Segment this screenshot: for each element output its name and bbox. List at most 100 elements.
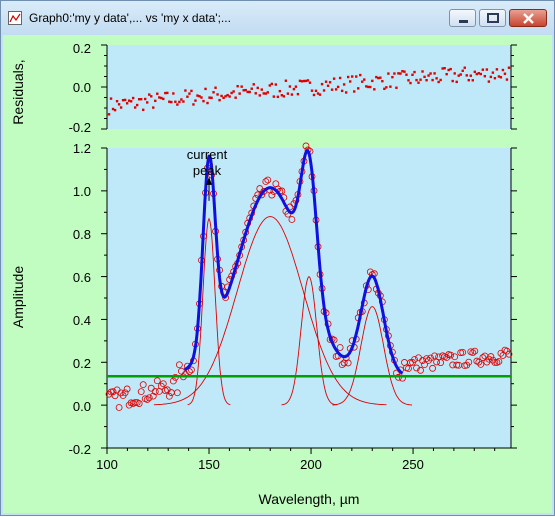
residual-point — [369, 85, 372, 89]
residual-point — [314, 89, 318, 93]
residual-point — [473, 70, 476, 74]
data-point — [115, 404, 123, 411]
data-point — [429, 364, 436, 372]
graph-svg[interactable]: 0.2 0.0 -0.2 Residuals, 1.2 1.0 0.8 0.6 … — [3, 35, 552, 513]
amplitude-axis-label: Amplitude — [10, 266, 26, 328]
residual-point — [172, 92, 175, 95]
residuals-tick-label: 0.2 — [73, 41, 91, 56]
residual-point — [334, 88, 338, 91]
residual-point — [330, 88, 334, 91]
residual-point — [499, 76, 503, 79]
residual-point — [463, 66, 466, 69]
residual-point — [437, 80, 440, 84]
data-point — [427, 354, 434, 362]
graph-window-icon — [8, 11, 22, 25]
data-point — [417, 366, 424, 374]
residual-point — [377, 76, 380, 80]
data-point — [465, 358, 473, 366]
amplitude-tick-label: 1.2 — [73, 141, 91, 156]
annotation-label-line2[interactable]: peak — [193, 163, 222, 178]
residual-point — [244, 88, 247, 92]
residual-point — [487, 80, 491, 83]
data-point — [447, 351, 455, 359]
residual-point — [455, 80, 458, 84]
residual-point — [340, 89, 344, 93]
residual-point — [395, 86, 398, 89]
residuals-tick-label: -0.2 — [69, 120, 91, 135]
maximize-button[interactable] — [479, 9, 506, 27]
residual-point — [162, 97, 165, 101]
graph-area[interactable]: 0.2 0.0 -0.2 Residuals, 1.2 1.0 0.8 0.6 … — [3, 35, 552, 513]
residual-point — [160, 96, 163, 100]
residual-point — [200, 96, 203, 99]
data-point — [268, 191, 276, 199]
minimize-icon — [459, 20, 468, 23]
residual-point — [298, 79, 302, 83]
residual-point — [401, 69, 404, 73]
data-point — [278, 187, 286, 195]
residual-point — [272, 95, 276, 98]
residual-point — [425, 79, 428, 82]
amplitude-tick-label: 0.4 — [73, 313, 91, 328]
data-point — [411, 356, 418, 363]
data-point — [149, 392, 157, 400]
residual-point — [262, 92, 265, 95]
residual-point — [294, 85, 298, 88]
data-point — [131, 399, 139, 406]
amplitude-tick-label: 0.8 — [73, 227, 91, 242]
residual-point — [192, 103, 195, 106]
residual-point — [210, 96, 213, 100]
data-point — [336, 344, 344, 351]
residual-point — [415, 78, 418, 82]
data-point — [159, 380, 167, 388]
residual-point — [495, 68, 499, 71]
data-point — [405, 365, 412, 372]
residual-point — [338, 76, 342, 80]
residual-point — [479, 72, 483, 76]
residual-point — [208, 96, 211, 99]
residual-point — [282, 95, 286, 98]
residual-point — [373, 88, 376, 91]
residual-point — [429, 72, 432, 75]
annotation-label-line1[interactable]: current — [187, 147, 228, 162]
minimize-button[interactable] — [449, 9, 476, 27]
residual-point — [355, 75, 358, 78]
residual-point — [439, 78, 442, 82]
residual-point — [274, 83, 278, 86]
data-point — [157, 382, 165, 390]
amplitude-tick-label: 0.0 — [73, 399, 91, 414]
residual-point — [113, 108, 117, 112]
residual-point — [351, 75, 354, 78]
data-point — [495, 358, 503, 365]
residual-point — [194, 99, 197, 102]
residual-point — [443, 67, 446, 70]
residual-point — [135, 103, 139, 107]
residual-point — [324, 80, 328, 83]
residual-point — [220, 94, 223, 98]
data-point — [423, 355, 430, 363]
residual-point — [125, 102, 129, 105]
residual-point — [288, 85, 292, 88]
residual-point — [218, 98, 221, 102]
residual-point — [228, 95, 231, 98]
residual-point — [127, 99, 131, 102]
residual-point — [411, 73, 414, 77]
data-point — [151, 388, 159, 395]
residual-point — [493, 77, 497, 80]
residual-point — [117, 103, 121, 106]
residual-point — [469, 74, 472, 77]
residual-point — [419, 78, 422, 81]
residual-point — [164, 91, 167, 95]
residual-point — [133, 106, 137, 109]
data-point — [145, 394, 153, 402]
residual-point — [453, 72, 456, 75]
residual-point — [188, 92, 191, 95]
residual-point — [226, 93, 229, 97]
residual-point — [477, 72, 481, 75]
residual-point — [242, 89, 245, 92]
title-bar[interactable]: Graph0:'my y data',... vs 'my x data';..… — [1, 1, 554, 35]
residual-point — [407, 79, 410, 82]
data-point — [302, 142, 310, 150]
close-button[interactable] — [509, 9, 547, 27]
